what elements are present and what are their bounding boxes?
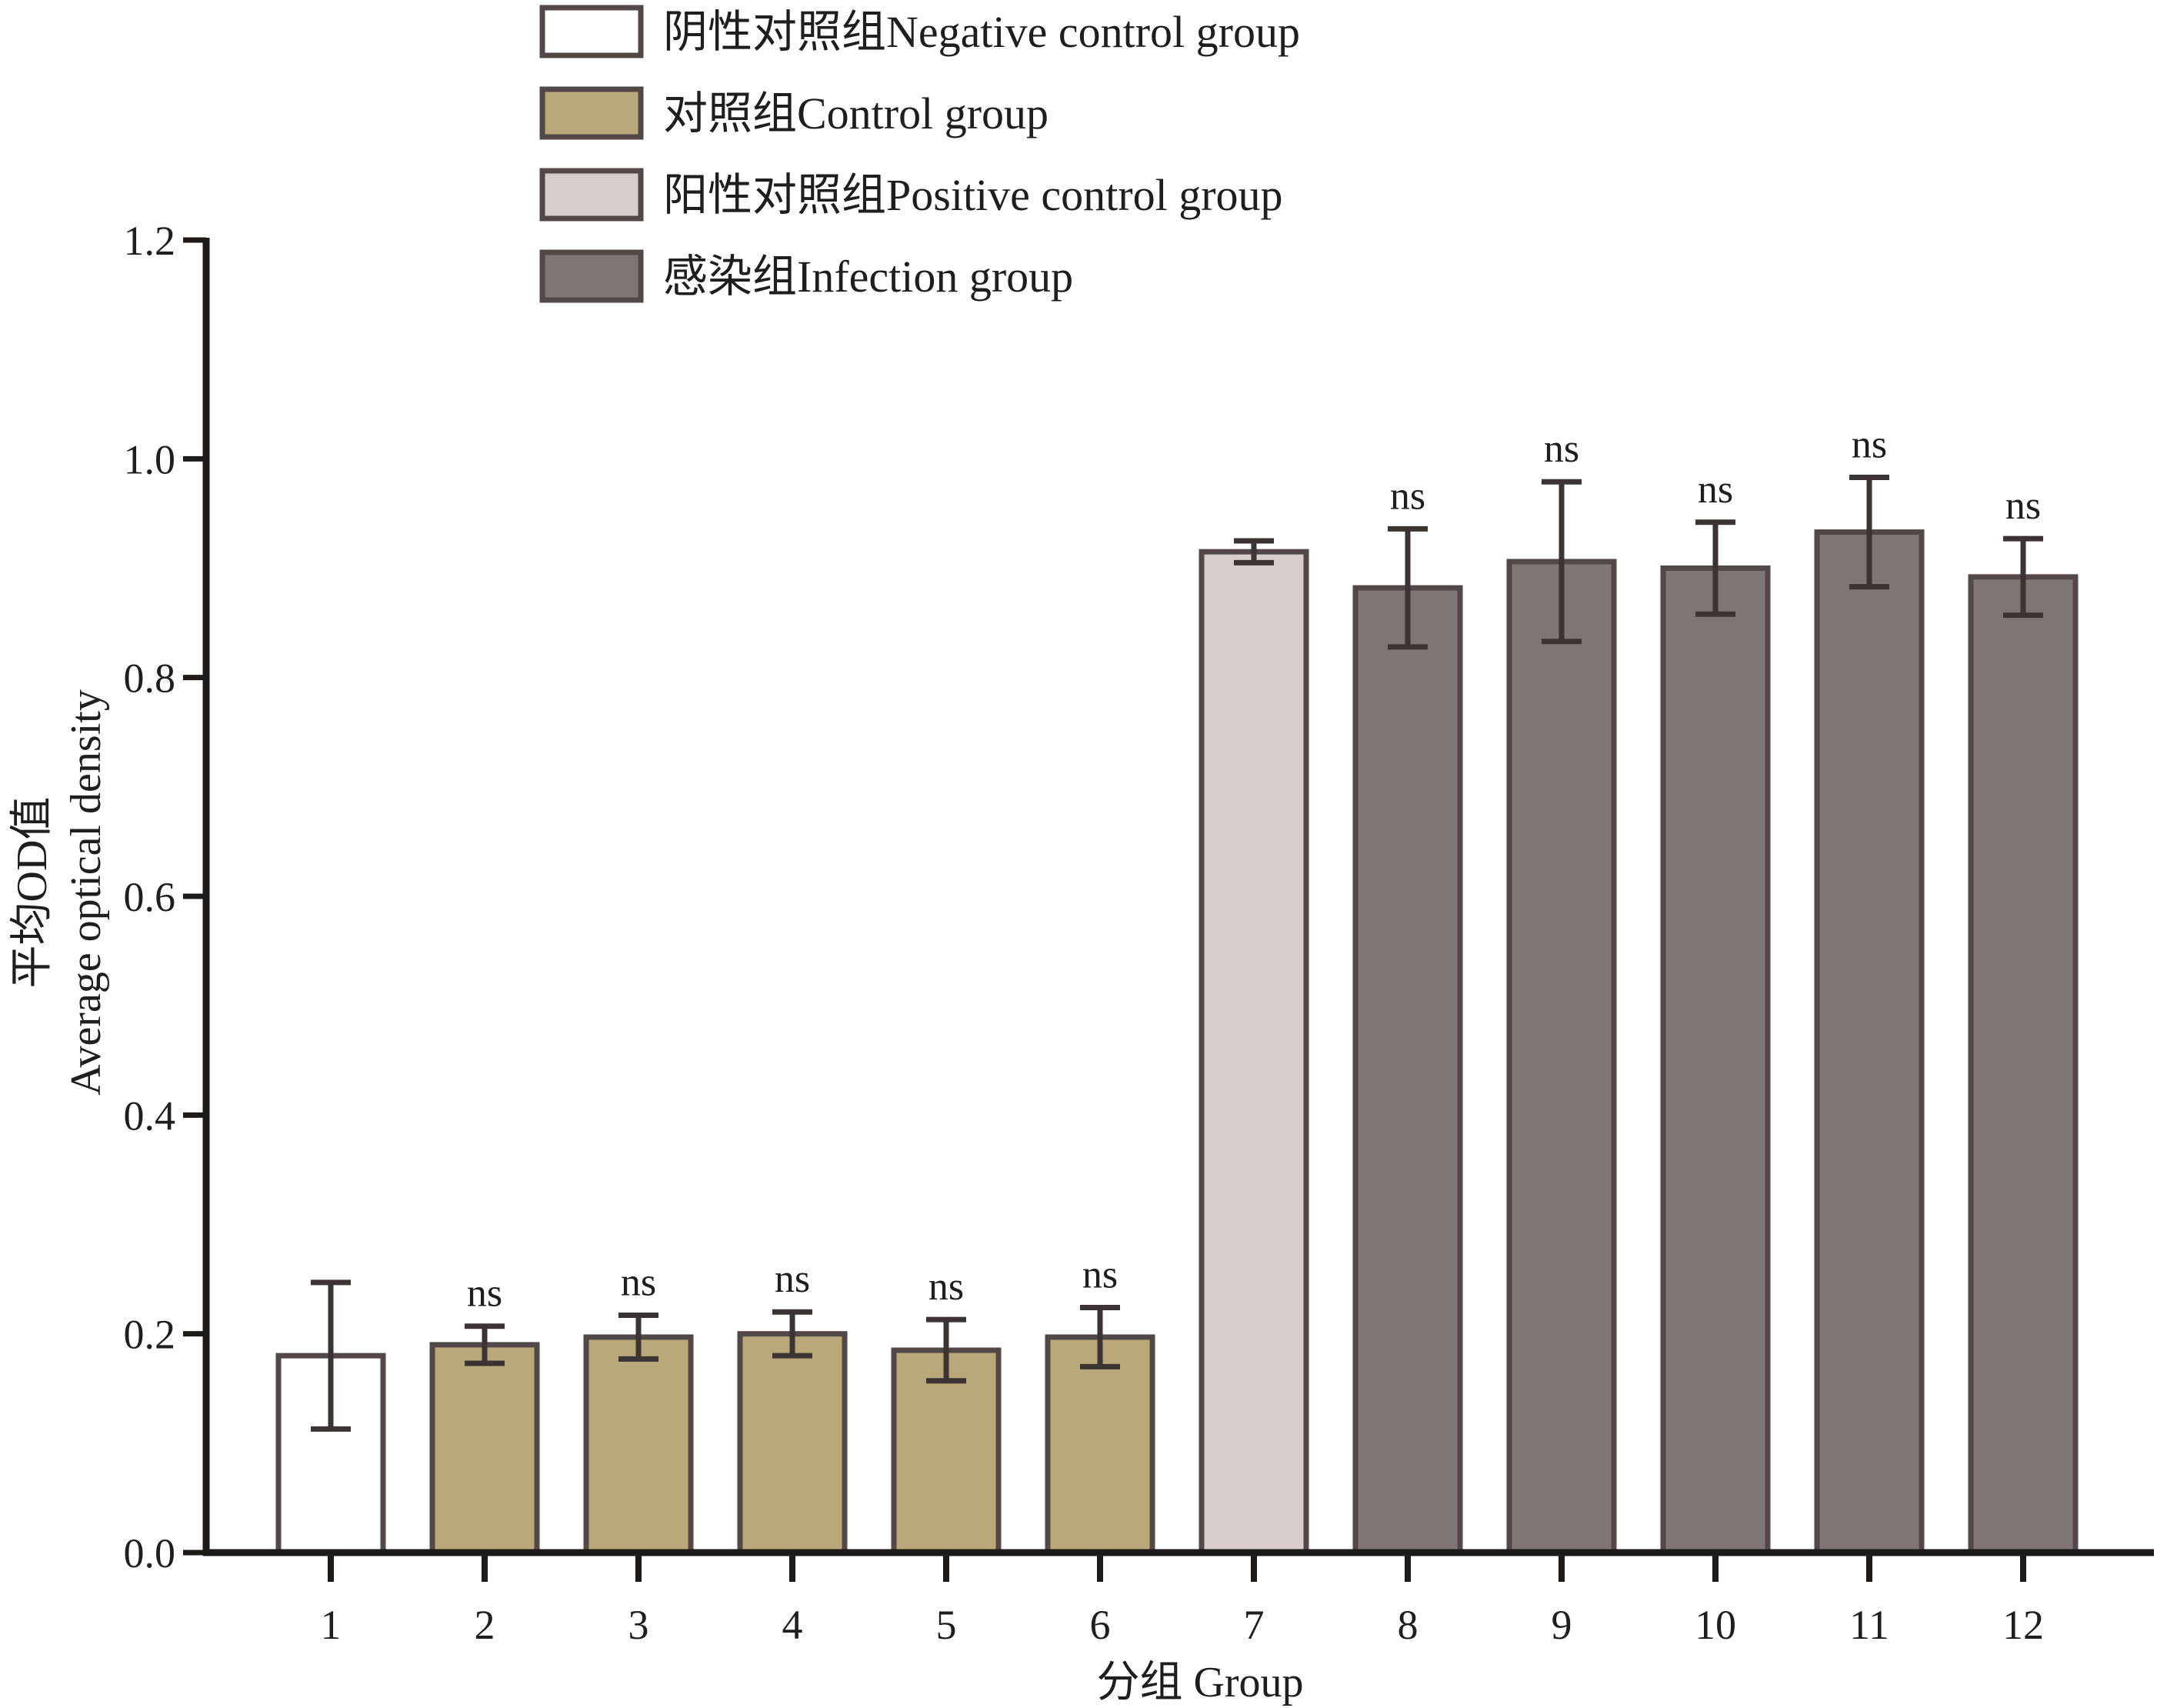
error-bar-10 <box>1695 519 1735 617</box>
significance-label-4: ns <box>775 1257 810 1301</box>
legend-label: 感染组Infection group <box>663 252 1073 302</box>
x-tick-label-3: 3 <box>628 1602 649 1648</box>
significance-label-5: ns <box>928 1265 964 1309</box>
bar-10 <box>1660 565 1771 1556</box>
significance-label-2: ns <box>467 1272 502 1316</box>
legend-item-1: 阴性对照组Negative control group <box>539 5 1300 58</box>
significance-label-10: ns <box>1698 468 1733 512</box>
x-tick-label-1: 1 <box>321 1602 342 1648</box>
significance-label-3: ns <box>621 1260 656 1304</box>
legend-label: 阴性对照组Negative control group <box>663 7 1300 57</box>
y-tick-label-1.0: 1.0 <box>124 436 176 482</box>
x-tick-label-4: 4 <box>782 1602 803 1648</box>
error-bar-3 <box>618 1312 658 1362</box>
bars <box>275 529 2079 1556</box>
error-bar-8 <box>1388 525 1428 650</box>
y-axis-title-en: Average optical density <box>62 689 110 1096</box>
legend-swatch <box>539 5 644 58</box>
bar-12 <box>1968 574 2079 1556</box>
significance-label-12: ns <box>2005 484 2041 528</box>
y-tick-label-0.0: 0.0 <box>124 1530 176 1576</box>
y-axis-title-zh: 平均OD值 <box>8 797 56 989</box>
y-tick-label-1.2: 1.2 <box>124 218 176 264</box>
legend-item-3: 阳性对照组Positive control group <box>539 168 1283 222</box>
bar-6 <box>1045 1334 1155 1556</box>
y-tick-label-0.8: 0.8 <box>124 656 176 702</box>
error-bar-5 <box>926 1316 966 1384</box>
axes: 1 2 3 4 5 6 7 8 9 10 11 120.00.20.40.60.81.01.2 <box>124 218 2154 1648</box>
legend-item-2: 对照组Control group <box>539 86 1048 140</box>
bar-4 <box>737 1331 848 1556</box>
bar-7 <box>1199 549 1309 1556</box>
x-tick-label-10: 10 <box>1695 1602 1736 1648</box>
error-bar-4 <box>772 1309 812 1359</box>
legend-swatch <box>539 249 644 303</box>
legend-item-4: 感染组Infection group <box>539 249 1073 303</box>
x-tick-label-11: 11 <box>1849 1602 1889 1648</box>
significance-label-6: ns <box>1082 1253 1118 1297</box>
x-tick-label-9: 9 <box>1552 1602 1572 1648</box>
error-bar-11 <box>1849 475 1889 590</box>
error-bar-2 <box>465 1323 505 1366</box>
x-axis-title: 分组 Group <box>1096 1659 1303 1706</box>
significance-label-9: ns <box>1544 427 1579 471</box>
significance-label-11: ns <box>1852 423 1887 467</box>
y-tick-label-0.6: 0.6 <box>124 874 176 920</box>
x-tick-label-6: 6 <box>1090 1602 1111 1648</box>
x-tick-label-5: 5 <box>936 1602 957 1648</box>
legend-label: 对照组Control group <box>663 88 1048 138</box>
x-tick-label-8: 8 <box>1398 1602 1419 1648</box>
error-bar-6 <box>1080 1305 1120 1369</box>
error-bars <box>311 475 2043 1432</box>
bar-11 <box>1814 529 1925 1556</box>
error-bar-9 <box>1542 479 1582 645</box>
bar-2 <box>429 1342 540 1556</box>
y-tick-label-0.2: 0.2 <box>124 1312 176 1358</box>
bar-9 <box>1506 559 1617 1556</box>
bar-8 <box>1352 585 1463 1556</box>
legend-swatch <box>539 168 644 222</box>
y-tick-label-0.4: 0.4 <box>124 1093 176 1139</box>
error-bar-7 <box>1234 538 1274 565</box>
legend-swatch <box>539 86 644 140</box>
significance-label-8: ns <box>1390 474 1425 518</box>
legend: 阴性对照组Negative control group 对照组Control gr… <box>539 5 1300 303</box>
significance-labels: ns ns ns ns ns ns ns ns ns ns <box>467 423 2041 1316</box>
error-bar-12 <box>2003 535 2043 619</box>
legend-label: 阳性对照组Positive control group <box>663 170 1283 220</box>
error-bar-1 <box>311 1279 351 1432</box>
bar-3 <box>583 1334 694 1556</box>
x-tick-label-12: 12 <box>2002 1602 2044 1648</box>
x-tick-label-2: 2 <box>475 1602 495 1648</box>
x-tick-label-7: 7 <box>1244 1602 1265 1648</box>
